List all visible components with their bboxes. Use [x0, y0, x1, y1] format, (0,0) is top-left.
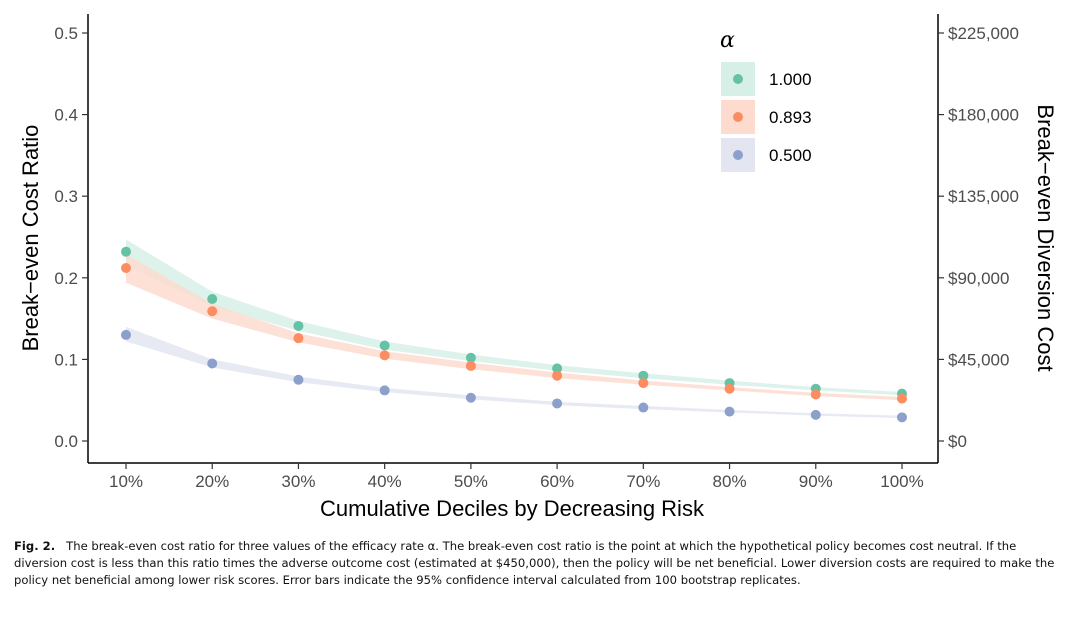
y2-tick-label: $135,000 [948, 187, 1019, 206]
band-series-0.500 [126, 326, 902, 419]
point-series-0.500-100% [897, 412, 907, 423]
x-tick-label: 60% [540, 472, 574, 491]
legend-label-0.500: 0.500 [769, 146, 812, 165]
axes: 0.0 0.1 0.2 0.3 0.4 0.5 $0 $45,000 $90,000 $135,0… [54, 14, 1019, 491]
y2-tick-label: $90,000 [948, 269, 1009, 288]
figure-caption: Fig. 2. The break-even cost ratio for th… [14, 538, 1064, 589]
point-series-0.500-90% [810, 409, 821, 420]
y-tick-label: 0.3 [54, 187, 78, 206]
legend: α 1.000 0.893 0.500 [720, 28, 812, 172]
y-tick-label: 0.0 [54, 432, 78, 451]
point-series-1.000-50% [465, 352, 476, 363]
x-tick-label: 80% [713, 472, 747, 491]
point-series-0.893-80% [724, 383, 735, 394]
point-series-0.500-70% [638, 402, 649, 413]
point-series-0.500-40% [379, 385, 390, 396]
x-tick-label: 100% [880, 472, 923, 491]
point-series-1.000-20% [207, 294, 218, 305]
caption-text: The break-even cost ratio for three valu… [14, 539, 1055, 587]
legend-marker-1.000 [733, 74, 743, 84]
y2-tick-label: $225,000 [948, 24, 1019, 43]
caption-label: Fig. 2. [14, 539, 56, 553]
y2-tick-label: $180,000 [948, 106, 1019, 125]
point-series-0.893-30% [293, 333, 304, 344]
confidence-bands [126, 239, 902, 419]
point-series-0.500-50% [465, 392, 476, 403]
point-series-1.000-40% [379, 340, 390, 351]
point-series-1.000-70% [638, 370, 649, 381]
x-tick-label: 70% [626, 472, 660, 491]
point-series-0.500-20% [207, 358, 218, 369]
x-tick-label: 30% [281, 472, 315, 491]
y-tick-label: 0.4 [54, 106, 78, 125]
y-tick-label: 0.1 [54, 350, 78, 369]
point-series-0.500-10% [121, 329, 131, 340]
x-tick-label: 10% [109, 472, 143, 491]
point-series-0.500-60% [552, 398, 563, 409]
x-tick-label: 90% [799, 472, 833, 491]
y2-tick-label: $45,000 [948, 350, 1009, 369]
y-tick-label: 0.2 [54, 269, 78, 288]
y-axis-title: Break−even Cost Ratio [18, 125, 43, 352]
point-series-0.893-60% [552, 370, 563, 381]
legend-marker-0.893 [733, 112, 743, 122]
point-series-0.500-80% [724, 406, 735, 417]
point-series-0.893-20% [207, 306, 218, 317]
point-series-0.893-90% [810, 389, 821, 400]
legend-label-0.893: 0.893 [769, 108, 812, 127]
legend-marker-0.500 [733, 150, 743, 160]
band-series-1.000 [126, 239, 902, 396]
point-series-0.893-50% [465, 360, 476, 371]
data-points [121, 246, 907, 423]
x-tick-label: 20% [195, 472, 229, 491]
point-series-0.893-100% [897, 393, 907, 404]
x-tick-label: 40% [368, 472, 402, 491]
legend-title: α [720, 28, 735, 53]
point-series-1.000-30% [293, 320, 304, 331]
point-series-1.000-60% [552, 363, 563, 374]
band-series-0.893 [126, 254, 902, 401]
y2-axis-title: Break−even Diversion Cost [1033, 104, 1058, 371]
chart: 0.0 0.1 0.2 0.3 0.4 0.5 $0 $45,000 $90,000 $135,0… [18, 14, 1058, 521]
legend-label-1.000: 1.000 [769, 70, 812, 89]
x-axis-title: Cumulative Deciles by Decreasing Risk [320, 496, 705, 521]
point-series-0.500-30% [293, 374, 304, 385]
point-series-0.893-40% [379, 350, 390, 361]
point-series-1.000-10% [121, 246, 131, 257]
x-tick-label: 50% [454, 472, 488, 491]
y-tick-label: 0.5 [54, 24, 78, 43]
point-series-0.893-10% [121, 263, 131, 274]
y2-tick-label: $0 [948, 432, 967, 451]
point-series-0.893-70% [638, 378, 649, 389]
